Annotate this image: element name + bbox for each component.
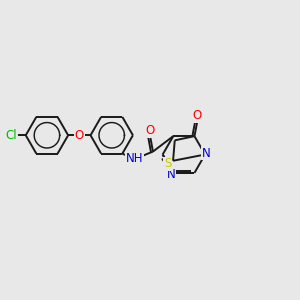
Text: O: O xyxy=(146,124,154,136)
Text: N: N xyxy=(202,146,211,160)
Text: O: O xyxy=(193,109,202,122)
Text: Cl: Cl xyxy=(6,129,17,142)
Text: S: S xyxy=(164,158,171,170)
Text: N: N xyxy=(167,168,175,181)
Text: O: O xyxy=(75,129,84,142)
Text: NH: NH xyxy=(126,152,143,165)
